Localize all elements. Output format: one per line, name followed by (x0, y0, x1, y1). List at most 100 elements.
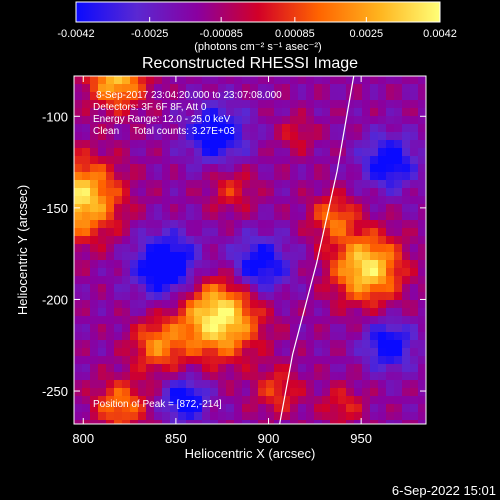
heatmap-cell (106, 84, 115, 93)
heatmap-cell (130, 260, 139, 269)
heatmap-cell (306, 324, 315, 333)
heatmap-cell (354, 268, 363, 277)
heatmap-cell (378, 388, 387, 397)
heatmap-cell (354, 188, 363, 197)
heatmap-cell (258, 308, 267, 317)
heatmap-cell (394, 140, 403, 149)
heatmap-cell (154, 180, 163, 189)
heatmap-cell (274, 380, 283, 389)
heatmap-cell (242, 396, 251, 405)
heatmap-cell (306, 156, 315, 165)
heatmap-cell (290, 316, 299, 325)
heatmap-cell (314, 172, 323, 181)
heatmap-cell (90, 292, 99, 301)
heatmap-cell (402, 260, 411, 269)
heatmap-cell (258, 228, 267, 237)
heatmap-cell (122, 420, 131, 424)
heatmap-cell (266, 132, 275, 141)
heatmap-cell (378, 372, 387, 381)
heatmap-cell (306, 204, 315, 213)
heatmap-cell (258, 412, 267, 421)
heatmap-cell (146, 172, 155, 181)
heatmap-cell (98, 316, 107, 325)
heatmap-cell (74, 84, 83, 93)
heatmap-cell (130, 396, 139, 405)
heatmap-cell (338, 196, 347, 205)
heatmap-cell (290, 124, 299, 133)
heatmap-cell (186, 124, 195, 133)
heatmap-cell (154, 140, 163, 149)
heatmap-cell (226, 140, 235, 149)
heatmap-cell (410, 212, 419, 221)
heatmap-cell (226, 380, 235, 389)
heatmap-cell (250, 220, 259, 229)
heatmap-cell (370, 220, 379, 229)
heatmap-cell (194, 252, 203, 261)
heatmap-cell (186, 308, 195, 317)
heatmap-cell (410, 396, 419, 405)
heatmap-cell (226, 324, 235, 333)
heatmap-cell (178, 172, 187, 181)
heatmap-cell (218, 388, 227, 397)
heatmap-cell (330, 412, 339, 421)
footer-timestamp: 6-Sep-2022 15:01 (392, 483, 496, 498)
heatmap-cell (178, 124, 187, 133)
heatmap-cell (298, 372, 307, 381)
heatmap-cell (162, 124, 171, 133)
heatmap-cell (330, 348, 339, 357)
heatmap-cell (146, 236, 155, 245)
heatmap-cell (314, 244, 323, 253)
heatmap-cell (194, 140, 203, 149)
heatmap-cell (82, 140, 91, 149)
heatmap-cell (354, 132, 363, 141)
heatmap-cell (290, 84, 299, 93)
heatmap-cell (362, 388, 371, 397)
heatmap-cell (186, 260, 195, 269)
heatmap-cell (386, 364, 395, 373)
heatmap-cell (98, 420, 107, 424)
heatmap-cell (354, 300, 363, 309)
heatmap-cell (130, 100, 139, 109)
heatmap-cell (138, 84, 147, 93)
heatmap-cell (402, 228, 411, 237)
heatmap-cell (330, 228, 339, 237)
heatmap-cell (138, 188, 147, 197)
heatmap-cell (346, 268, 355, 277)
heatmap-cell (298, 420, 307, 424)
heatmap-cell (258, 316, 267, 325)
heatmap-cell (234, 260, 243, 269)
heatmap-cell (146, 268, 155, 277)
heatmap-cell (114, 268, 123, 277)
heatmap-cell (218, 356, 227, 365)
heatmap-cell (114, 284, 123, 293)
heatmap-cell (258, 292, 267, 301)
heatmap-cell (90, 332, 99, 341)
heatmap-cell (378, 332, 387, 341)
heatmap-cell (250, 348, 259, 357)
heatmap-cell (146, 332, 155, 341)
heatmap-cell (378, 204, 387, 213)
heatmap-cell (74, 300, 83, 309)
heatmap-cell (194, 372, 203, 381)
heatmap-cell (362, 92, 371, 101)
heatmap-cell (218, 116, 227, 125)
heatmap-cell (330, 268, 339, 277)
heatmap-cell (226, 308, 235, 317)
heatmap-cell (274, 396, 283, 405)
heatmap-cell (122, 244, 131, 253)
heatmap-cell (330, 292, 339, 301)
heatmap-cell (186, 412, 195, 421)
heatmap-cell (82, 124, 91, 133)
heatmap-cell (370, 316, 379, 325)
heatmap-cell (210, 84, 219, 93)
heatmap-cell (346, 132, 355, 141)
heatmap-cell (338, 132, 347, 141)
heatmap-cell (418, 388, 426, 397)
heatmap-cell (170, 316, 179, 325)
heatmap-cell (322, 268, 331, 277)
heatmap-cell (410, 92, 419, 101)
axis-ticks: 800 850 900 950-100-150-200-250 (42, 76, 426, 446)
heatmap-cell (226, 116, 235, 125)
heatmap-cell (106, 92, 115, 101)
heatmap-cell (346, 404, 355, 413)
